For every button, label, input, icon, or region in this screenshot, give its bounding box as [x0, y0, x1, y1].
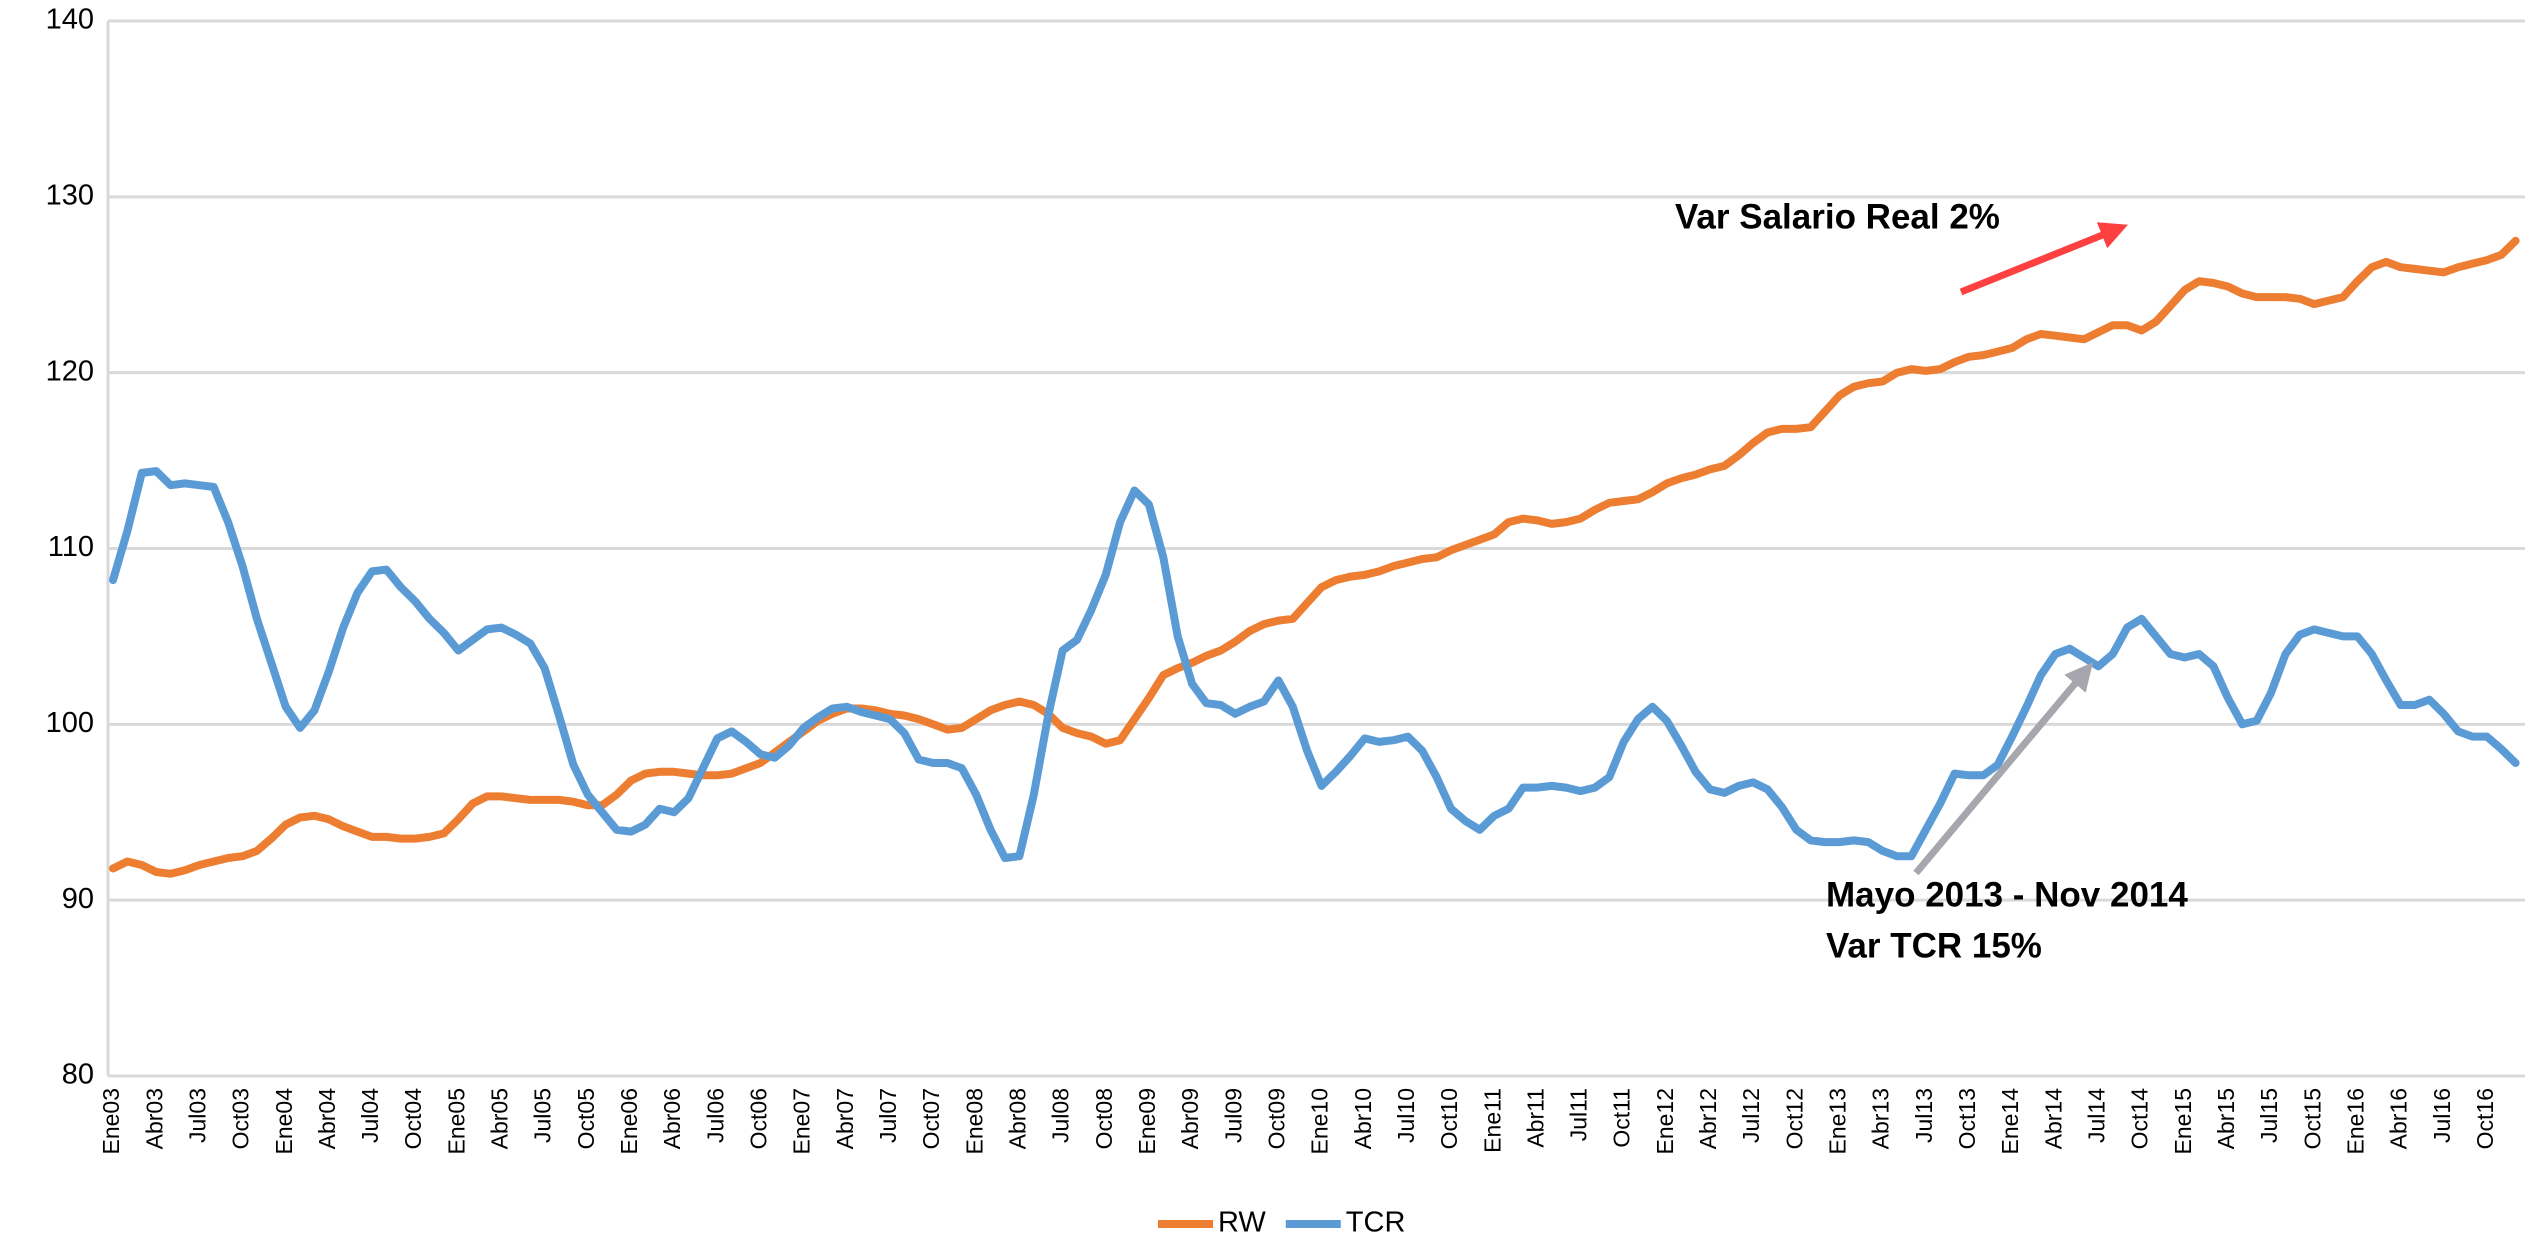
y-tick-label: 140 — [46, 4, 94, 36]
x-tick-label: Jul16 — [2429, 1088, 2455, 1143]
annotation: Var TCR 15% — [1826, 926, 2042, 965]
x-tick-label: Oct08 — [1091, 1088, 1117, 1149]
x-tick-label: Oct07 — [918, 1088, 944, 1149]
x-tick-label: Ene13 — [1825, 1088, 1851, 1155]
x-tick-label: Abr11 — [1522, 1088, 1548, 1148]
y-tick-label: 100 — [46, 707, 94, 739]
y-tick-label: 110 — [48, 531, 94, 563]
x-tick-label: Ene15 — [2170, 1088, 2196, 1155]
y-tick-label: 120 — [46, 355, 94, 387]
x-tick-label: Abr12 — [1695, 1088, 1721, 1149]
x-tick-label: Abr08 — [1004, 1088, 1030, 1149]
y-tick-label: 130 — [46, 179, 94, 211]
x-tick-label: Oct06 — [746, 1088, 772, 1149]
x-tick-label: Abr05 — [487, 1088, 513, 1149]
x-tick-label: Jul07 — [875, 1088, 901, 1143]
x-tick-label: Abr14 — [2040, 1088, 2066, 1150]
line-series — [109, 236, 2520, 878]
x-tick-label: Oct12 — [1781, 1088, 1807, 1149]
x-tick-label: Ene12 — [1652, 1088, 1678, 1155]
x-tick-label: Jul06 — [702, 1088, 728, 1143]
x-tick-label: Jul03 — [184, 1088, 210, 1143]
x-tick-label: Ene03 — [98, 1088, 124, 1155]
x-tick-label: Jul12 — [1738, 1088, 1764, 1143]
x-tick-label: Ene14 — [1997, 1088, 2023, 1155]
line-series — [109, 467, 2520, 862]
x-tick-label: Ene16 — [2342, 1088, 2368, 1155]
x-tick-label: Ene04 — [271, 1088, 297, 1155]
arrow — [1959, 222, 2128, 296]
x-tick-label: Jul08 — [1048, 1088, 1074, 1143]
x-tick-label: Abr03 — [141, 1088, 167, 1149]
x-tick-label: Jul10 — [1393, 1088, 1419, 1143]
x-tick-label: Oct04 — [400, 1088, 426, 1150]
x-tick-label: Jul11 — [1566, 1088, 1592, 1141]
legend-label: TCR — [1346, 1207, 1406, 1239]
x-tick-label: Oct15 — [2299, 1088, 2325, 1149]
x-tick-label: Ene08 — [961, 1088, 987, 1155]
x-tick-label: Abr16 — [2386, 1088, 2412, 1149]
x-tick-label: Ene06 — [616, 1088, 642, 1155]
x-tick-label: Oct11 — [1609, 1088, 1635, 1148]
x-tick-label: Jul14 — [2084, 1088, 2110, 1143]
x-tick-label: Oct10 — [1436, 1088, 1462, 1149]
x-tick-label: Jul04 — [357, 1088, 383, 1143]
x-tick-label: Oct05 — [573, 1088, 599, 1149]
plot: 80 90 100 110 120 130 140 Ene03 Abr03 Jul03 Oct03 E… — [46, 4, 2525, 1239]
x-tick-label: Abr13 — [1868, 1088, 1894, 1149]
x-tick-label: Oct14 — [2127, 1088, 2153, 1150]
annotation: Var Salario Real 2% — [1675, 197, 2000, 236]
x-tick-label: Ene10 — [1307, 1088, 1333, 1155]
x-tick-label: Abr10 — [1350, 1088, 1376, 1149]
x-tick-label: Jul15 — [2256, 1088, 2282, 1143]
arrow — [1913, 662, 2094, 876]
x-tick-label: Ene05 — [443, 1088, 469, 1155]
legend-label: RW — [1218, 1207, 1266, 1239]
y-tick-label: 80 — [62, 1059, 94, 1091]
x-tick-label: Ene11 — [1479, 1088, 1505, 1153]
annotation: Mayo 2013 - Nov 2014 — [1826, 875, 2188, 914]
x-tick-label: Jul05 — [530, 1088, 556, 1143]
x-tick-label: Jul09 — [1220, 1088, 1246, 1143]
x-tick-label: Oct16 — [2472, 1088, 2498, 1149]
y-tick-label: 90 — [62, 883, 94, 915]
x-tick-label: Abr09 — [1177, 1088, 1203, 1149]
x-tick-label: Abr06 — [659, 1088, 685, 1149]
x-tick-label: Abr07 — [832, 1088, 858, 1149]
x-tick-label: Jul13 — [1911, 1088, 1937, 1143]
x-tick-label: Abr04 — [314, 1088, 340, 1150]
x-tick-label: Oct09 — [1263, 1088, 1289, 1149]
x-tick-label: Oct13 — [1954, 1088, 1980, 1149]
x-tick-label: Oct03 — [228, 1088, 254, 1149]
x-tick-label: Ene09 — [1134, 1088, 1160, 1155]
x-tick-label: Ene07 — [789, 1088, 815, 1155]
x-tick-label: Abr15 — [2213, 1088, 2239, 1149]
